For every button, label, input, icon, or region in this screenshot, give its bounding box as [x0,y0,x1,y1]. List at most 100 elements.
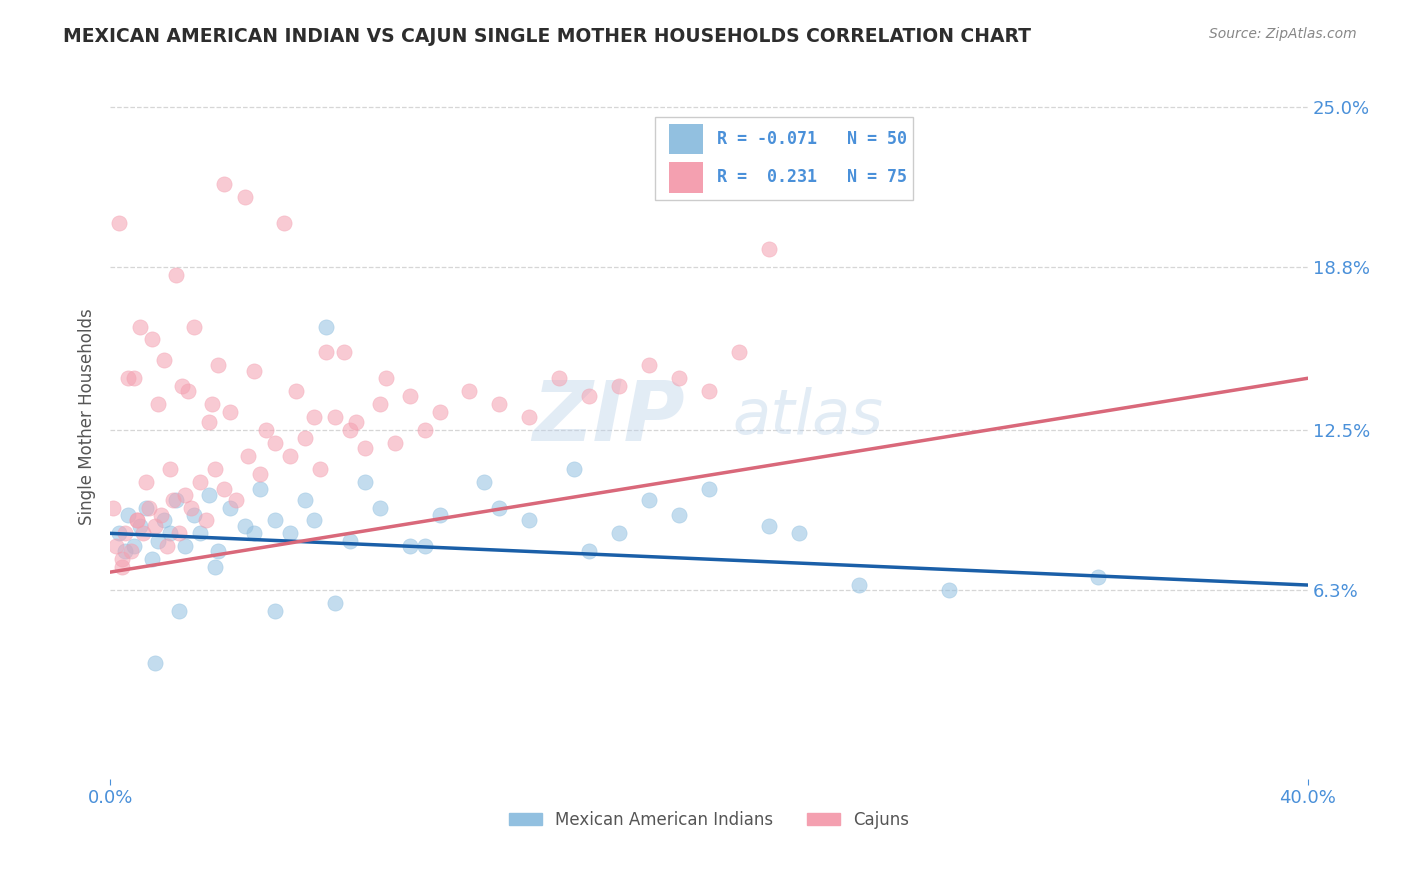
Point [273,216,295,230]
Point [127,513,149,527]
Point [332,345,354,359]
Point [183,508,205,523]
Point [339,534,361,549]
Point [167,604,190,618]
Point [207,544,229,558]
Point [188,475,211,489]
Point [294,492,316,507]
Point [353,475,375,489]
Point [207,359,229,373]
Point [135,475,157,489]
Point [368,397,391,411]
Point [108,526,131,541]
Y-axis label: Single Mother Households: Single Mother Households [79,309,96,525]
Text: MEXICAN AMERICAN INDIAN VS CAJUN SINGLE MOTHER HOUSEHOLDS CORRELATION CHART: MEXICAN AMERICAN INDIAN VS CAJUN SINGLE … [63,27,1031,45]
Point [323,596,346,610]
Point [254,423,277,437]
Point [219,405,242,419]
Point [848,578,870,592]
Point [344,415,367,429]
Point [143,656,166,670]
Point [607,379,630,393]
Point [728,345,751,359]
FancyBboxPatch shape [669,124,703,154]
Point [474,475,496,489]
FancyBboxPatch shape [669,162,703,193]
Point [225,492,247,507]
Point [339,423,361,437]
Point [249,467,271,481]
Point [243,363,266,377]
Point [758,518,780,533]
Point [122,371,145,385]
Point [198,415,221,429]
Point [938,583,960,598]
Point [668,508,690,523]
Point [398,539,420,553]
Point [183,319,205,334]
Point [1087,570,1109,584]
Point [120,544,142,558]
Point [111,552,134,566]
Point [159,461,181,475]
Point [108,216,131,230]
Point [204,560,226,574]
Point [787,526,810,541]
Point [278,526,301,541]
Point [263,604,285,618]
Point [122,539,145,553]
Point [302,410,325,425]
Point [638,492,661,507]
Point [638,359,661,373]
Point [308,461,330,475]
Text: Source: ZipAtlas.com: Source: ZipAtlas.com [1209,27,1357,41]
Text: ZIP: ZIP [533,376,685,458]
Point [233,518,256,533]
Point [249,483,271,497]
Point [758,242,780,256]
Point [194,513,217,527]
Point [117,371,139,385]
Text: R =  0.231   N = 75: R = 0.231 N = 75 [717,169,907,186]
Point [263,513,285,527]
Point [384,436,406,450]
Point [278,449,301,463]
Point [413,423,436,437]
Point [413,539,436,553]
Point [135,500,157,515]
Point [101,500,124,515]
Point [177,384,200,399]
Point [607,526,630,541]
Point [284,384,307,399]
Point [132,526,155,541]
Point [578,389,600,403]
Point [548,371,571,385]
Point [174,539,197,553]
Point [156,539,179,553]
Point [578,544,600,558]
Point [141,333,163,347]
Text: R = -0.071   N = 50: R = -0.071 N = 50 [717,130,907,148]
Point [429,405,451,419]
Point [143,518,166,533]
Point [174,487,197,501]
Point [429,508,451,523]
Point [668,371,690,385]
Point [315,319,337,334]
Point [201,397,224,411]
Point [368,500,391,515]
Point [146,534,169,549]
Point [204,461,226,475]
Point [165,492,187,507]
Point [219,500,242,515]
Point [212,178,235,192]
Point [111,560,134,574]
Point [323,410,346,425]
Text: atlas: atlas [733,387,884,447]
Point [263,436,285,450]
Point [159,526,181,541]
Point [353,441,375,455]
Point [167,526,190,541]
Point [488,397,510,411]
Point [162,492,184,507]
